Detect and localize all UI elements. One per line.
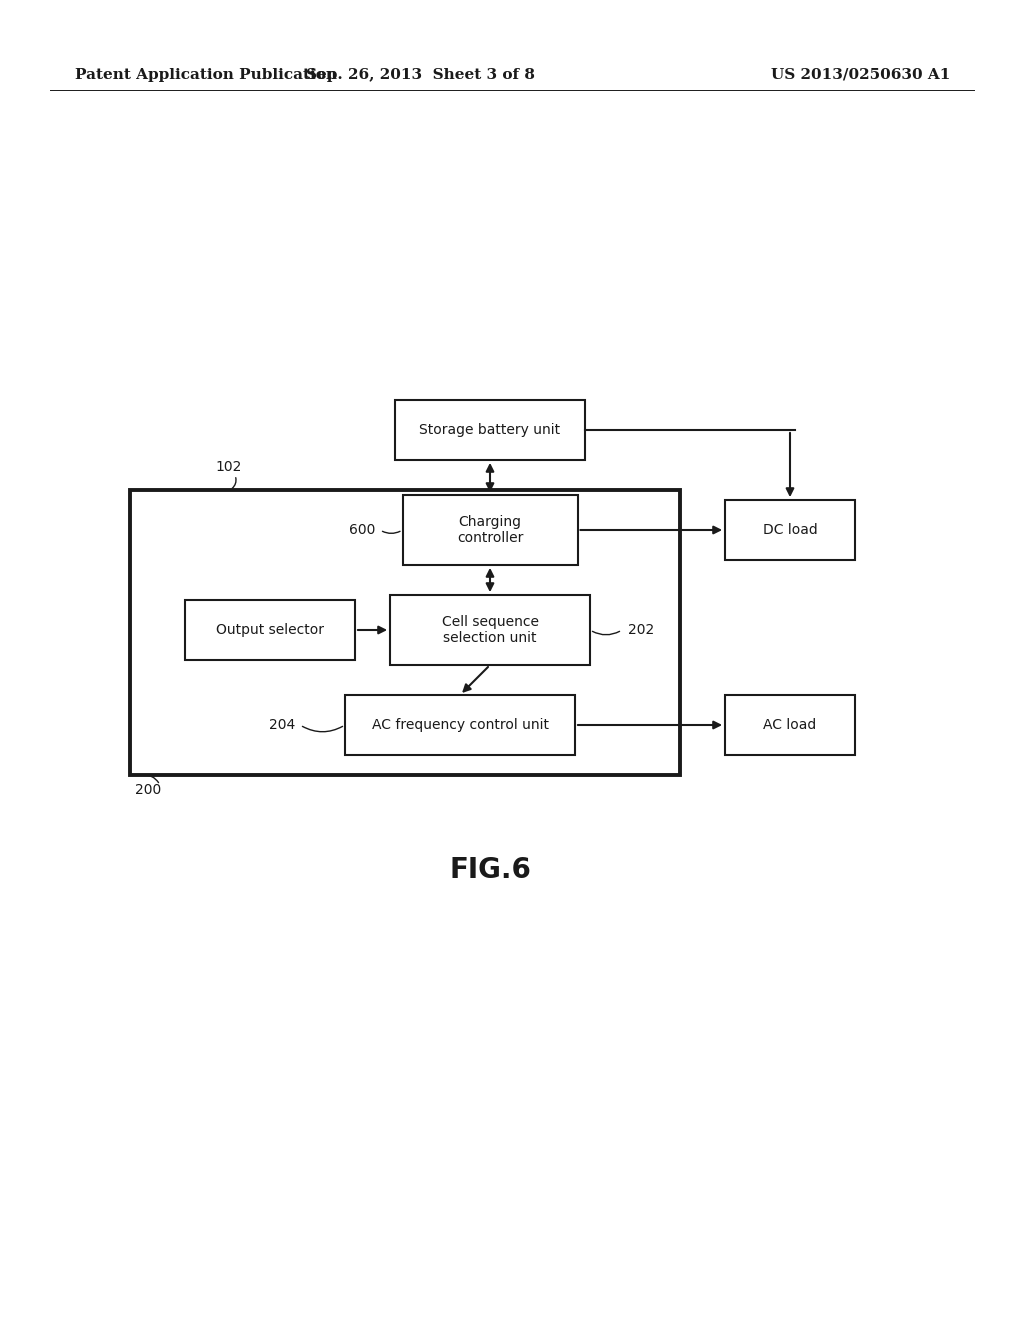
Text: AC frequency control unit: AC frequency control unit — [372, 718, 549, 733]
Text: 202: 202 — [628, 623, 654, 638]
Text: 200: 200 — [135, 783, 161, 797]
Bar — [725, 500, 855, 560]
Bar — [390, 595, 590, 665]
Text: 204: 204 — [268, 718, 295, 733]
Bar — [345, 696, 575, 755]
Text: Output selector: Output selector — [216, 623, 324, 638]
Text: Charging
controller: Charging controller — [457, 515, 523, 545]
Text: AC load: AC load — [763, 718, 816, 733]
Text: DC load: DC load — [763, 523, 817, 537]
Text: US 2013/0250630 A1: US 2013/0250630 A1 — [771, 69, 950, 82]
Bar — [725, 696, 855, 755]
Bar — [402, 495, 578, 565]
Bar — [130, 490, 680, 775]
Text: 102: 102 — [215, 459, 242, 474]
Text: Storage battery unit: Storage battery unit — [420, 422, 560, 437]
Bar — [395, 400, 585, 459]
Text: Cell sequence
selection unit: Cell sequence selection unit — [441, 615, 539, 645]
Text: 600: 600 — [348, 523, 375, 537]
Text: Patent Application Publication: Patent Application Publication — [75, 69, 337, 82]
Bar — [185, 601, 355, 660]
Text: Sep. 26, 2013  Sheet 3 of 8: Sep. 26, 2013 Sheet 3 of 8 — [305, 69, 535, 82]
Text: FIG.6: FIG.6 — [450, 855, 530, 884]
